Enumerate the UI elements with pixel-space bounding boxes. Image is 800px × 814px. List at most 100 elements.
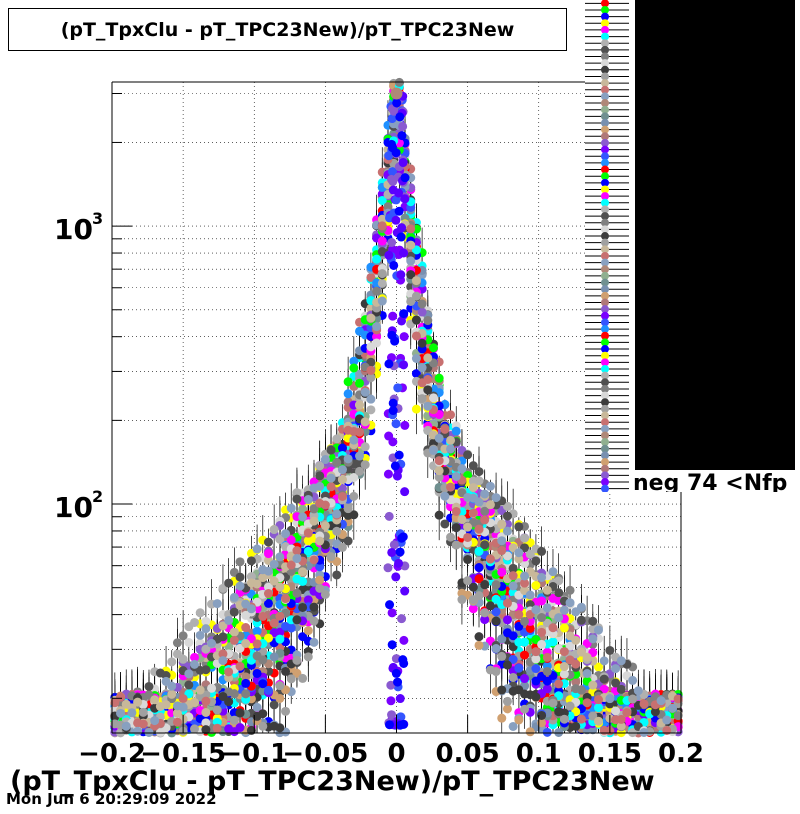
data-point bbox=[292, 588, 302, 598]
data-point bbox=[525, 623, 535, 633]
data-point bbox=[468, 604, 478, 614]
data-point bbox=[201, 644, 211, 654]
data-point bbox=[372, 254, 382, 264]
data-point bbox=[190, 652, 200, 662]
data-point bbox=[275, 634, 285, 644]
data-point bbox=[480, 540, 490, 550]
data-point bbox=[218, 691, 228, 701]
data-point bbox=[531, 664, 541, 674]
data-point bbox=[537, 718, 547, 728]
data-point bbox=[252, 626, 262, 636]
data-point bbox=[446, 410, 456, 420]
data-point bbox=[491, 594, 501, 604]
data-point bbox=[172, 638, 182, 648]
data-point bbox=[332, 434, 342, 444]
data-point bbox=[508, 631, 518, 641]
data-point bbox=[417, 299, 427, 309]
data-point bbox=[542, 727, 552, 737]
data-point bbox=[366, 272, 376, 282]
data-point bbox=[349, 356, 359, 366]
data-point bbox=[241, 678, 251, 688]
data-point bbox=[303, 595, 313, 605]
data-point bbox=[531, 556, 541, 566]
data-point bbox=[576, 615, 586, 625]
data-point bbox=[520, 637, 530, 647]
data-point bbox=[588, 616, 598, 626]
data-point bbox=[440, 519, 450, 529]
data-point bbox=[423, 316, 433, 326]
data-point bbox=[235, 723, 245, 733]
data-point bbox=[428, 343, 438, 353]
data-point bbox=[474, 546, 484, 556]
data-point bbox=[235, 572, 245, 582]
data-point bbox=[224, 697, 234, 707]
data-point bbox=[468, 461, 478, 471]
data-point bbox=[263, 549, 273, 559]
data-point bbox=[241, 672, 251, 682]
data-point bbox=[298, 504, 308, 514]
data-point bbox=[332, 458, 342, 468]
data-point bbox=[201, 725, 211, 735]
data-point bbox=[252, 668, 262, 678]
data-point bbox=[286, 535, 296, 545]
data-point bbox=[377, 247, 387, 257]
data-point bbox=[571, 677, 581, 687]
data-point bbox=[417, 307, 427, 317]
data-point bbox=[599, 674, 609, 684]
data-point bbox=[201, 718, 211, 728]
data-point bbox=[548, 637, 558, 647]
data-point bbox=[554, 576, 564, 586]
data-point bbox=[315, 461, 325, 471]
data-point bbox=[372, 338, 382, 348]
data-point bbox=[309, 637, 319, 647]
data-point bbox=[559, 669, 569, 679]
data-point bbox=[218, 583, 228, 593]
data-point bbox=[537, 596, 547, 606]
data-point bbox=[531, 654, 541, 664]
data-point bbox=[275, 534, 285, 544]
data-point bbox=[383, 202, 393, 212]
data-point bbox=[172, 649, 182, 659]
data-point bbox=[411, 404, 421, 414]
data-point bbox=[252, 702, 262, 712]
data-point bbox=[201, 616, 211, 626]
data-point bbox=[520, 533, 530, 543]
data-point bbox=[258, 655, 268, 665]
data-point bbox=[315, 562, 325, 572]
data-point bbox=[184, 680, 194, 690]
data-point bbox=[269, 525, 279, 535]
data-point bbox=[502, 511, 512, 521]
data-point bbox=[576, 685, 586, 695]
data-point bbox=[263, 685, 273, 695]
data-point bbox=[229, 689, 239, 699]
data-point bbox=[559, 623, 569, 633]
data-point bbox=[593, 662, 603, 672]
data-point bbox=[491, 580, 501, 590]
data-point bbox=[201, 665, 211, 675]
data-point bbox=[218, 632, 228, 642]
data-point bbox=[605, 645, 615, 655]
data-point bbox=[554, 727, 564, 737]
data-point bbox=[343, 389, 353, 399]
data-point bbox=[377, 195, 387, 205]
data-point bbox=[514, 522, 524, 532]
data-point bbox=[337, 483, 347, 493]
data-point bbox=[428, 393, 438, 403]
data-point bbox=[190, 617, 200, 627]
data-point bbox=[309, 504, 319, 514]
data-point bbox=[480, 615, 490, 625]
data-point bbox=[326, 445, 336, 455]
data-point bbox=[269, 700, 279, 710]
data-point bbox=[520, 650, 530, 660]
data-point bbox=[275, 693, 285, 703]
data-point bbox=[349, 472, 359, 482]
data-point bbox=[269, 652, 279, 662]
data-point bbox=[235, 557, 245, 567]
data-point bbox=[514, 715, 524, 725]
data-point bbox=[349, 363, 359, 373]
data-point bbox=[474, 467, 484, 477]
data-point bbox=[263, 598, 273, 608]
data-point bbox=[537, 546, 547, 556]
data-point bbox=[303, 546, 313, 556]
data-point bbox=[343, 377, 353, 387]
